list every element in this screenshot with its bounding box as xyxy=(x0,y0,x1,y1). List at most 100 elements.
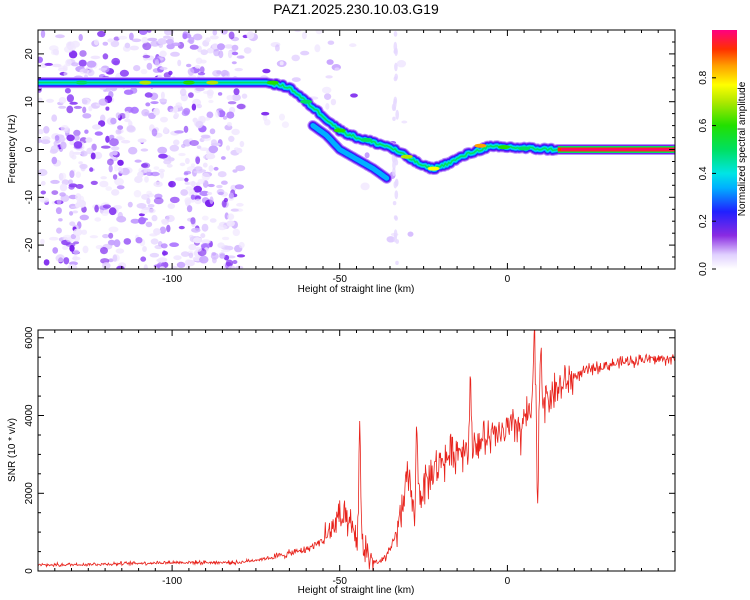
noise-blob xyxy=(180,251,190,257)
noise-blob xyxy=(226,220,235,227)
noise-blob xyxy=(112,174,118,180)
noise-blob xyxy=(94,217,102,222)
noise-blob xyxy=(81,206,87,213)
noise-blob xyxy=(88,105,93,112)
noise-blob xyxy=(291,77,301,82)
noise-blob xyxy=(206,47,214,54)
noise-blob xyxy=(200,59,207,64)
noise-blob xyxy=(221,236,230,241)
noise-blob xyxy=(190,217,196,225)
noise-blob xyxy=(58,105,67,109)
noise-blob xyxy=(158,153,168,159)
noise-blob xyxy=(154,59,160,67)
noise-blob xyxy=(81,150,86,157)
noise-blob xyxy=(322,86,332,94)
noise-blob xyxy=(58,218,63,222)
noise-blob xyxy=(160,91,165,100)
noise-blob xyxy=(208,165,214,172)
noise-blob xyxy=(51,114,58,122)
noise-blob xyxy=(146,62,153,70)
y-tick-label: 20 xyxy=(24,48,35,60)
noise-blob xyxy=(217,242,225,249)
snr-axes: -100 -50 0 0 2000 4000 6000 xyxy=(24,326,676,587)
noise-blob xyxy=(326,59,334,65)
noise-blob xyxy=(40,180,46,186)
y-tick-label: 4000 xyxy=(24,404,35,427)
noise-blob xyxy=(392,106,397,111)
noise-blob xyxy=(157,38,168,45)
noise-blob xyxy=(117,159,124,166)
noise-blob xyxy=(386,236,396,243)
colorbar-tick-label: 0.8 xyxy=(698,70,709,84)
noise-blob xyxy=(79,214,90,221)
noise-blob xyxy=(213,48,220,57)
noise-blob xyxy=(109,138,119,147)
noise-blob xyxy=(72,249,80,255)
noise-blob xyxy=(140,208,148,215)
noise-blob xyxy=(151,128,158,137)
noise-blob xyxy=(69,244,75,252)
ridge-peak xyxy=(360,137,373,142)
noise-blob xyxy=(130,218,140,224)
noise-blob xyxy=(314,44,321,53)
noise-blob xyxy=(98,98,108,106)
noise-blob xyxy=(350,93,358,98)
noise-blob xyxy=(79,50,87,57)
noise-blob xyxy=(219,253,226,259)
noise-blob xyxy=(85,137,93,143)
noise-blob xyxy=(279,113,285,121)
noise-blob xyxy=(217,171,227,178)
noise-blob xyxy=(111,57,121,66)
noise-blob xyxy=(393,96,398,105)
noise-blob xyxy=(188,252,194,259)
noise-blob xyxy=(186,205,193,213)
noise-blob xyxy=(231,128,240,136)
noise-blob xyxy=(55,34,65,39)
noise-blob xyxy=(235,165,246,172)
noise-blob xyxy=(188,181,197,186)
noise-blob xyxy=(39,197,50,203)
noise-blob xyxy=(208,145,219,154)
noise-blob xyxy=(75,184,84,189)
noise-blob xyxy=(131,38,142,43)
noise-blob xyxy=(66,105,74,114)
noise-blob xyxy=(38,129,44,135)
noise-blob xyxy=(201,223,209,232)
noise-blob xyxy=(140,148,149,152)
noise-blob xyxy=(163,72,171,79)
noise-blob xyxy=(159,50,167,58)
noise-blob xyxy=(171,42,181,47)
noise-blob xyxy=(115,248,125,254)
noise-blob xyxy=(108,226,119,233)
noise-blob xyxy=(82,99,88,105)
noise-blob xyxy=(187,67,195,76)
ridge-peak xyxy=(139,80,152,85)
noise-blob xyxy=(68,183,78,188)
noise-blob xyxy=(171,265,178,269)
noise-blob xyxy=(209,35,219,40)
noise-blob xyxy=(209,128,216,135)
snr-panel: -100 -50 0 0 2000 4000 6000 Height of straight… xyxy=(7,326,676,596)
noise-blob xyxy=(160,243,168,249)
noise-blob xyxy=(234,147,240,151)
noise-blob xyxy=(221,180,228,185)
noise-blob xyxy=(281,121,289,128)
ridge-peak xyxy=(182,80,195,85)
noise-blob xyxy=(191,227,201,233)
noise-blob xyxy=(142,42,152,51)
noise-blob xyxy=(169,108,176,113)
noise-blob xyxy=(232,228,240,237)
noise-blob xyxy=(50,49,58,56)
spectrogram-ridges xyxy=(38,77,675,184)
noise-blob xyxy=(217,224,228,231)
noise-blob xyxy=(52,247,59,254)
noise-blob xyxy=(58,65,68,70)
noise-blob xyxy=(100,176,107,180)
noise-blob xyxy=(127,201,133,208)
noise-blob xyxy=(221,156,226,160)
noise-blob xyxy=(138,217,146,225)
noise-blob xyxy=(193,237,203,244)
noise-blob xyxy=(118,35,128,40)
noise-blob xyxy=(72,210,79,214)
